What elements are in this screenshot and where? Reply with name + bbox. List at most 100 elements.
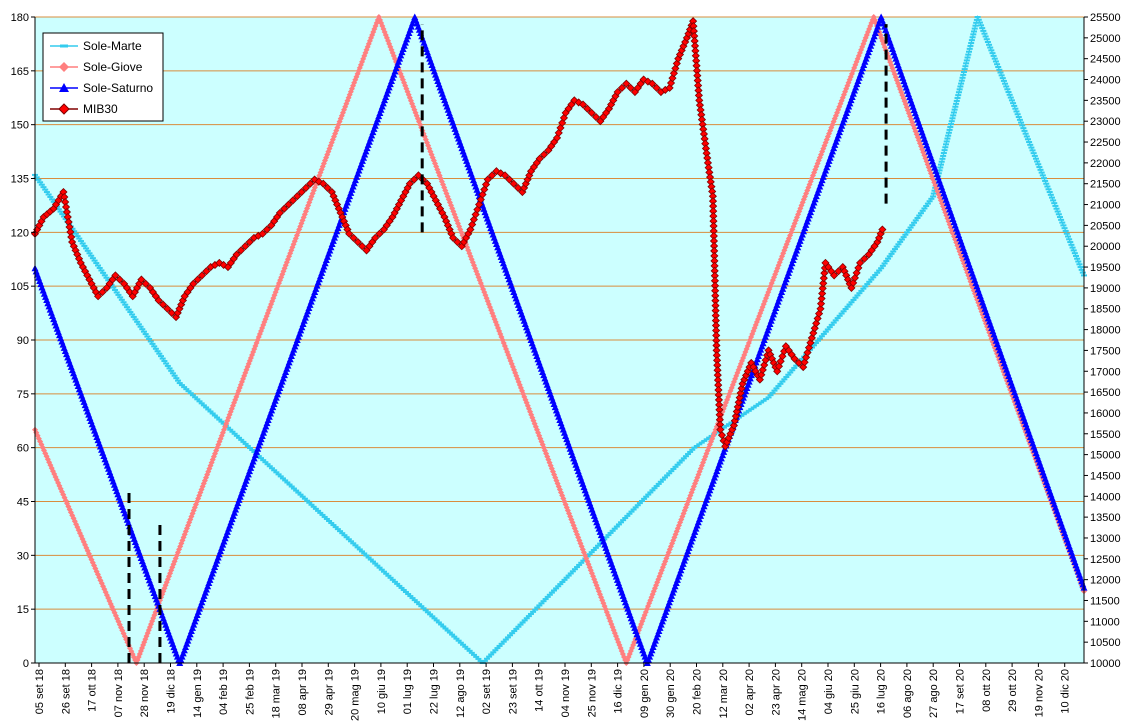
series-mib30 — [30, 17, 887, 451]
data-point — [115, 275, 124, 284]
data-point — [856, 258, 865, 267]
y-left-tick-label: 30 — [17, 550, 29, 562]
y-right-tick-label: 19000 — [1090, 283, 1121, 295]
x-tick-label: 29 ott 20 — [1007, 669, 1019, 712]
x-tick-label: 27 ago 20 — [928, 669, 940, 718]
x-tick-label: 09 gen 20 — [639, 669, 651, 718]
y-right-tick-label: 25500 — [1090, 12, 1121, 24]
x-tick-label: 19 dic 18 — [166, 669, 178, 714]
data-point — [483, 175, 492, 184]
legend-entry-sole-saturno: Sole-Saturno — [50, 81, 153, 95]
x-tick-label: 25 nov 19 — [586, 669, 598, 717]
x-tick-label: 14 ott 19 — [534, 669, 546, 712]
y-right-tick-label: 15500 — [1090, 429, 1121, 441]
data-point — [414, 171, 423, 180]
data-point — [137, 275, 146, 284]
data-point — [288, 196, 297, 205]
x-tick-label: 22 lug 19 — [429, 669, 441, 714]
data-point — [111, 271, 120, 280]
x-tick-label: 04 nov 19 — [560, 669, 572, 717]
y-right-tick-label: 12000 — [1090, 575, 1121, 587]
legend-label-mib30: MIB30 — [83, 102, 118, 116]
x-tick-label: 08 ott 20 — [981, 669, 993, 712]
y-left-tick-label: 60 — [17, 443, 29, 455]
series-layer — [30, 13, 1088, 666]
y-right-tick-label: 17000 — [1090, 366, 1121, 378]
x-tick-label: 02 apr 20 — [744, 669, 756, 715]
data-point — [648, 79, 657, 88]
x-tick-label: 26 set 18 — [60, 669, 72, 714]
y-right-tick-label: 16500 — [1090, 387, 1121, 399]
data-point — [98, 288, 107, 297]
y-left-tick-label: 120 — [11, 227, 29, 239]
legend: Sole-Marte Sole-Giove Sole-Saturno MIB30 — [42, 32, 164, 122]
series-sole-giove — [32, 14, 1087, 666]
data-point — [245, 237, 254, 247]
x-tick-label: 05 set 18 — [34, 669, 46, 714]
data-point — [189, 279, 198, 288]
data-point — [141, 279, 150, 288]
x-tick-label: 23 set 19 — [507, 669, 519, 714]
data-point — [353, 237, 362, 247]
data-point — [375, 229, 384, 238]
y-left-tick-label: 105 — [11, 281, 29, 293]
y-right-tick-label: 21500 — [1090, 179, 1121, 191]
x-tick-label: 25 giu 20 — [849, 669, 861, 714]
data-point — [358, 242, 367, 251]
legend-label-sole-saturno: Sole-Saturno — [83, 81, 153, 95]
data-point — [236, 246, 246, 255]
y-right-tick-label: 20000 — [1090, 241, 1121, 253]
data-point — [60, 491, 67, 498]
axes: 0 15 30 45 60 75 90 105 120 135 150 165 180 10000 1050… — [11, 12, 1121, 721]
data-point — [834, 267, 843, 276]
data-point — [652, 83, 661, 92]
data-point — [262, 225, 272, 234]
y-right-tick-label: 13000 — [1090, 533, 1121, 545]
data-point — [819, 279, 828, 288]
y-right-tick-label: 15000 — [1090, 450, 1121, 462]
data-point — [301, 183, 310, 192]
vertical-markers — [127, 24, 888, 663]
data-point — [163, 304, 172, 313]
data-point — [535, 154, 544, 163]
data-point — [410, 175, 419, 184]
data-point — [275, 208, 284, 217]
x-tick-label: 01 lug 19 — [402, 669, 414, 714]
legend-label-sole-giove: Sole-Giove — [83, 60, 143, 74]
x-tick-label: 19 nov 20 — [1033, 669, 1045, 717]
data-point — [878, 225, 887, 234]
y-right-tick-label: 14000 — [1090, 491, 1121, 503]
data-point — [617, 83, 627, 92]
data-point — [202, 267, 211, 276]
y-right-tick-label: 23000 — [1090, 116, 1121, 128]
x-tick-label: 12 ago 19 — [455, 669, 467, 718]
data-point — [197, 271, 207, 280]
data-point — [381, 28, 388, 35]
data-point — [509, 179, 518, 188]
gridlines — [35, 16, 1084, 610]
data-point — [626, 83, 635, 92]
data-point — [505, 175, 514, 184]
data-point — [583, 104, 592, 113]
x-tick-label: 23 apr 20 — [770, 669, 782, 715]
y-right-tick-label: 17500 — [1090, 345, 1121, 357]
data-point — [449, 233, 458, 242]
data-point — [371, 233, 380, 242]
data-point — [818, 289, 827, 298]
data-point — [578, 100, 588, 109]
y-right-tick-label: 19500 — [1090, 262, 1121, 274]
x-tick-label: 07 nov 18 — [113, 669, 125, 717]
data-point — [58, 488, 65, 495]
x-tick-label: 04 giu 20 — [823, 669, 835, 714]
x-tick-label: 18 mar 19 — [271, 669, 283, 719]
data-point — [284, 200, 293, 209]
data-point — [819, 274, 828, 283]
data-point — [232, 250, 241, 259]
y-right-tick-label: 11500 — [1090, 595, 1120, 607]
data-point — [513, 183, 523, 192]
series-sole-marte — [32, 14, 1087, 664]
y-left-tick-label: 180 — [11, 12, 29, 24]
data-point — [349, 233, 358, 242]
x-tick-label: 10 giu 19 — [376, 669, 388, 714]
